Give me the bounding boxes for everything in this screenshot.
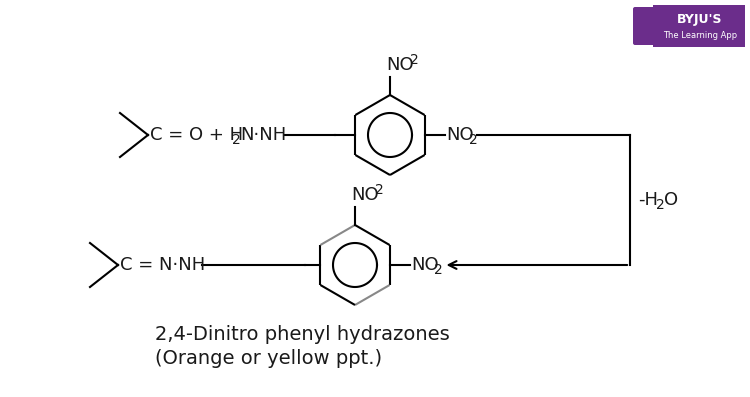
Text: BYJU'S: BYJU'S (677, 12, 723, 25)
Text: NO: NO (412, 256, 440, 274)
Text: NO: NO (447, 126, 474, 144)
Text: C = N·NH: C = N·NH (120, 256, 206, 274)
Text: The Learning App: The Learning App (663, 31, 737, 39)
FancyBboxPatch shape (633, 7, 659, 45)
Text: 2,4-Dinitro phenyl hydrazones: 2,4-Dinitro phenyl hydrazones (155, 326, 450, 345)
Text: N·NH: N·NH (240, 126, 286, 144)
Text: 2: 2 (656, 198, 664, 212)
Text: 2: 2 (232, 133, 241, 147)
FancyBboxPatch shape (653, 5, 745, 47)
Text: O: O (664, 191, 678, 209)
Text: NO: NO (386, 56, 414, 74)
Text: 2: 2 (410, 53, 419, 67)
Text: 2: 2 (375, 183, 384, 197)
Text: -H: -H (638, 191, 658, 209)
Text: 2: 2 (469, 133, 478, 147)
Text: C = O + H: C = O + H (150, 126, 243, 144)
Text: 2: 2 (433, 263, 442, 277)
Text: NO: NO (351, 186, 379, 204)
Text: (Orange or yellow ppt.): (Orange or yellow ppt.) (155, 349, 382, 368)
